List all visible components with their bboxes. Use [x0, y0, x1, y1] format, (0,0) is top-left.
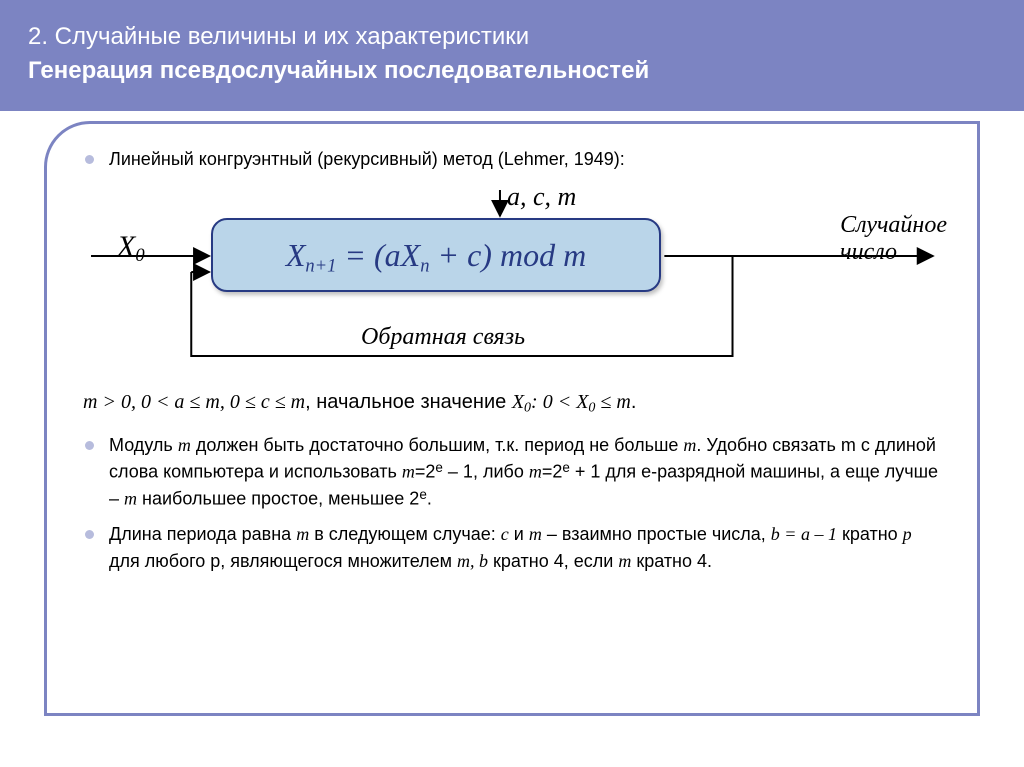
params-label: a, c, m	[507, 182, 576, 212]
slide-header: 2. Случайные величины и их характеристик…	[0, 0, 1024, 111]
slide-body: Линейный конгруэнтный (рекурсивный) мето…	[44, 121, 980, 716]
bullet-period: Длина периода равна m в следующем случае…	[81, 521, 943, 573]
block-diagram: a, c, m X0 Случайное число Xn+1 = (aXn +…	[81, 182, 943, 382]
header-line1: 2. Случайные величины и их характеристик…	[28, 20, 996, 54]
output-label-line2: число	[840, 239, 947, 266]
x0-text: X	[117, 230, 135, 263]
formula-text: Xn+1 = (aXn + c) mod m	[286, 237, 586, 273]
output-label-line1: Случайное	[840, 212, 947, 239]
output-label: Случайное число	[840, 212, 947, 266]
conditions-line: m > 0, 0 < a ≤ m, 0 ≤ c ≤ m, начальное з…	[83, 388, 943, 418]
header-line2: Генерация псевдослучайных последовательн…	[28, 54, 996, 88]
bullet-modulus: Модуль m должен быть достаточно большим,…	[81, 432, 943, 511]
x0-sub: 0	[135, 245, 144, 266]
x0-label: X0	[117, 230, 145, 267]
feedback-label: Обратная связь	[361, 324, 525, 351]
bullet-intro: Линейный конгруэнтный (рекурсивный) мето…	[81, 146, 943, 172]
formula-box: Xn+1 = (aXn + c) mod m	[211, 218, 661, 292]
